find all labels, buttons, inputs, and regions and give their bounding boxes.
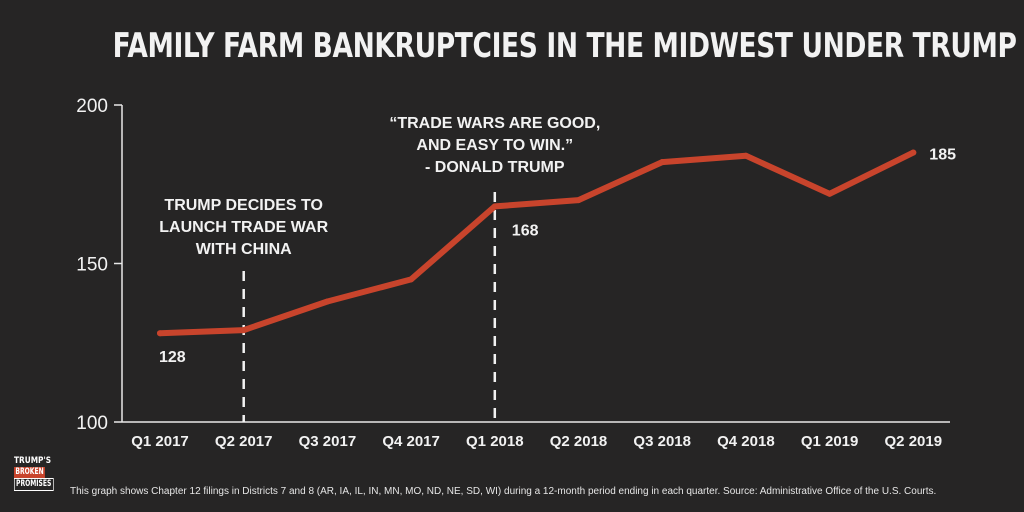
x-tick-label: Q4 2018 (717, 433, 775, 450)
chart-data-labels: 128 168 185 (159, 147, 956, 367)
data-point (826, 190, 833, 197)
x-tick-label: Q2 2019 (885, 433, 943, 450)
data-point (324, 298, 331, 305)
annotation-text: WITH CHINA (196, 241, 292, 258)
chart-ticks: 100 150 200 Q1 2017 Q2 2017 Q3 2017 Q4 2017 Q1 … (76, 96, 942, 450)
x-tick-label: Q1 2017 (131, 433, 189, 450)
series-line (157, 149, 917, 337)
chart-annotations: TRUMP DECIDES TO LAUNCH TRADE WAR WITH CHI… (159, 115, 600, 422)
y-tick-label: 200 (76, 96, 108, 117)
annotation-text: AND EASY TO WIN.” (416, 137, 573, 154)
data-label: 168 (512, 222, 539, 239)
trumps-broken-promises-logo: TRUMP'S BROKEN PROMISES (14, 456, 58, 496)
chart-series (157, 149, 917, 337)
x-tick-label: Q3 2018 (633, 433, 691, 450)
data-point (910, 149, 917, 156)
logo-line-1: TRUMP'S (14, 456, 52, 466)
data-label: 185 (929, 147, 956, 164)
data-point (491, 203, 498, 210)
data-point (408, 276, 415, 283)
x-tick-label: Q3 2017 (299, 433, 357, 450)
source-footnote: This graph shows Chapter 12 filings in D… (70, 486, 937, 497)
data-point (742, 152, 749, 159)
x-tick-label: Q1 2018 (466, 433, 524, 450)
x-tick-label: Q2 2018 (550, 433, 608, 450)
annotation-text: “TRADE WARS ARE GOOD, (389, 115, 600, 132)
chart-title: FAMILY FARM BANKRUPTCIES IN THE MIDWEST … (112, 26, 1017, 66)
x-tick-label: Q2 2017 (215, 433, 273, 450)
data-point (575, 197, 582, 204)
data-point (157, 330, 163, 337)
y-tick-label: 150 (76, 255, 108, 276)
logo-line-2: BROKEN (14, 467, 46, 478)
annotation-text: LAUNCH TRADE WAR (159, 219, 328, 236)
data-point (240, 327, 247, 334)
logo-line-3: PROMISES (14, 478, 54, 491)
x-tick-label: Q1 2019 (801, 433, 859, 450)
annotation-text: - DONALD TRUMP (425, 159, 565, 176)
x-tick-label: Q4 2017 (382, 433, 440, 450)
annotation-text: TRUMP DECIDES TO (164, 197, 323, 214)
data-point (659, 159, 666, 166)
data-label: 128 (159, 349, 186, 366)
y-tick-label: 100 (76, 413, 108, 434)
